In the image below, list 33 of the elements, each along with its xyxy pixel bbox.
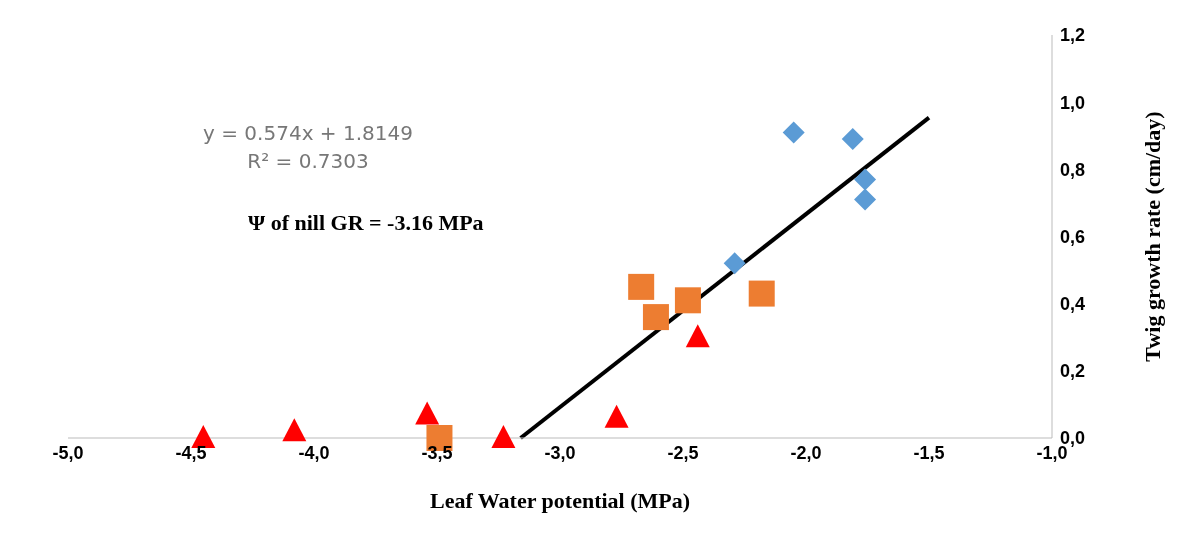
point <box>282 418 307 442</box>
y-tick-label: 1,2 <box>1060 25 1086 46</box>
point <box>748 280 775 307</box>
y-tick-label: 1,0 <box>1060 92 1086 113</box>
y-axis-title: Twig growth rate (cm/day) <box>1139 111 1165 362</box>
annotation: y = 0.574x + 1.8149 <box>203 121 413 145</box>
annotation: Ψ of nill GR = -3.16 MPa <box>248 210 484 235</box>
x-tick-label: -1,5 <box>913 442 945 463</box>
point <box>604 404 629 428</box>
y-tick-label: 0,8 <box>1060 159 1086 180</box>
point <box>841 128 864 151</box>
point <box>854 168 877 191</box>
point <box>723 252 746 275</box>
point <box>685 324 710 348</box>
x-tick-label: -3,0 <box>544 442 576 463</box>
annotation: R² = 0.7303 <box>247 149 369 173</box>
y-tick-label: 0,6 <box>1060 226 1086 247</box>
point <box>854 188 877 211</box>
point <box>642 304 669 331</box>
point <box>415 401 440 425</box>
x-axis-title: Leaf Water potential (MPa) <box>429 488 691 513</box>
point <box>674 287 701 314</box>
point <box>491 425 516 448</box>
x-tick-label: -5,0 <box>52 442 84 463</box>
x-tick-label: -2,5 <box>667 442 699 463</box>
x-tick-label: -2,0 <box>790 442 822 463</box>
x-tick-label: -4,5 <box>175 442 207 463</box>
y-tick-label: 0,2 <box>1060 361 1086 382</box>
point <box>782 121 805 144</box>
point <box>191 425 216 448</box>
y-tick-label: 0,4 <box>1060 294 1086 315</box>
x-tick-label: -4,0 <box>298 442 330 463</box>
point <box>628 273 655 300</box>
